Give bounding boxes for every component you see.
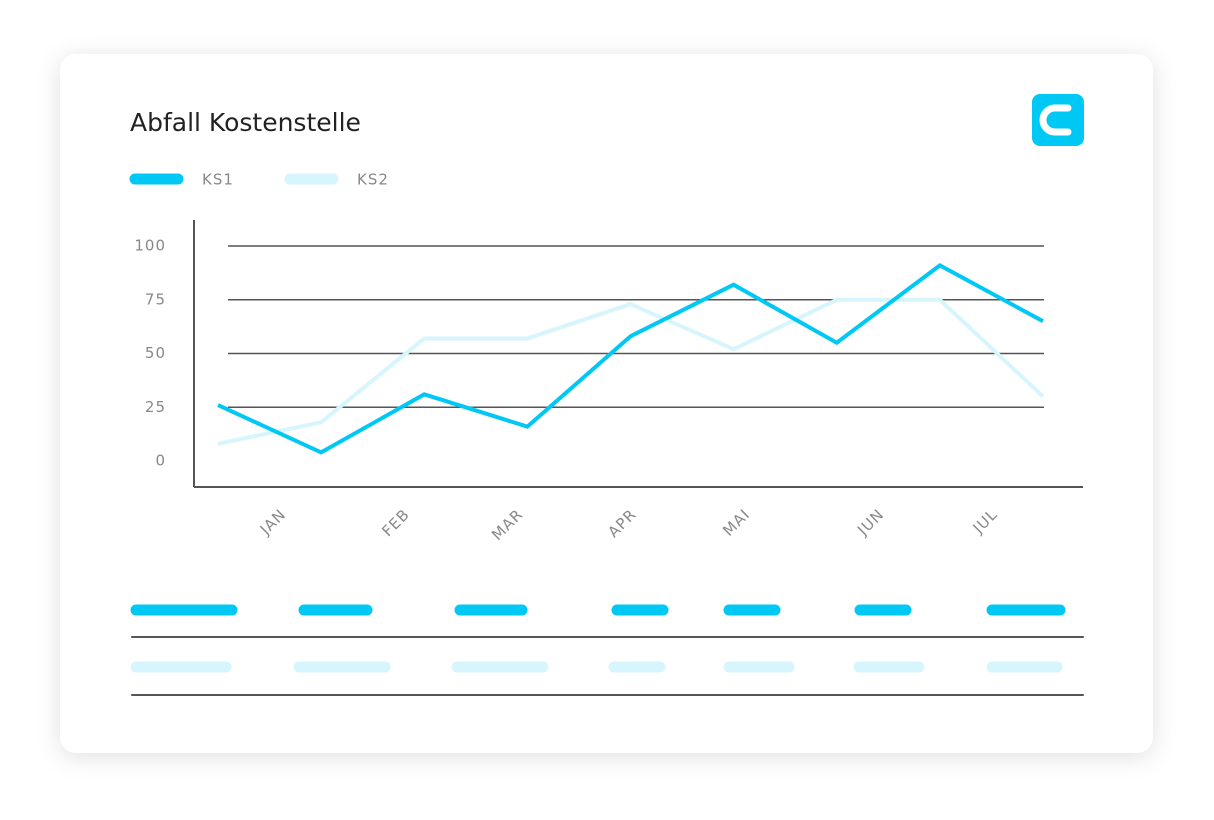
chart-title: Abfall Kostenstelle — [130, 108, 361, 137]
y-tick-label: 75 — [145, 290, 166, 308]
y-tick-label: 100 — [134, 237, 166, 255]
series-line — [217, 297, 1045, 446]
legend-label: KS1 — [202, 171, 234, 189]
y-tick-label: 50 — [145, 344, 166, 362]
legend-label: KS2 — [357, 171, 389, 189]
card — [60, 54, 1153, 753]
logo — [1032, 94, 1084, 146]
series-line — [217, 262, 1044, 455]
y-tick-label: 25 — [145, 398, 166, 416]
table-placeholder — [130, 604, 1084, 696]
y-tick-label: 0 — [155, 452, 166, 470]
